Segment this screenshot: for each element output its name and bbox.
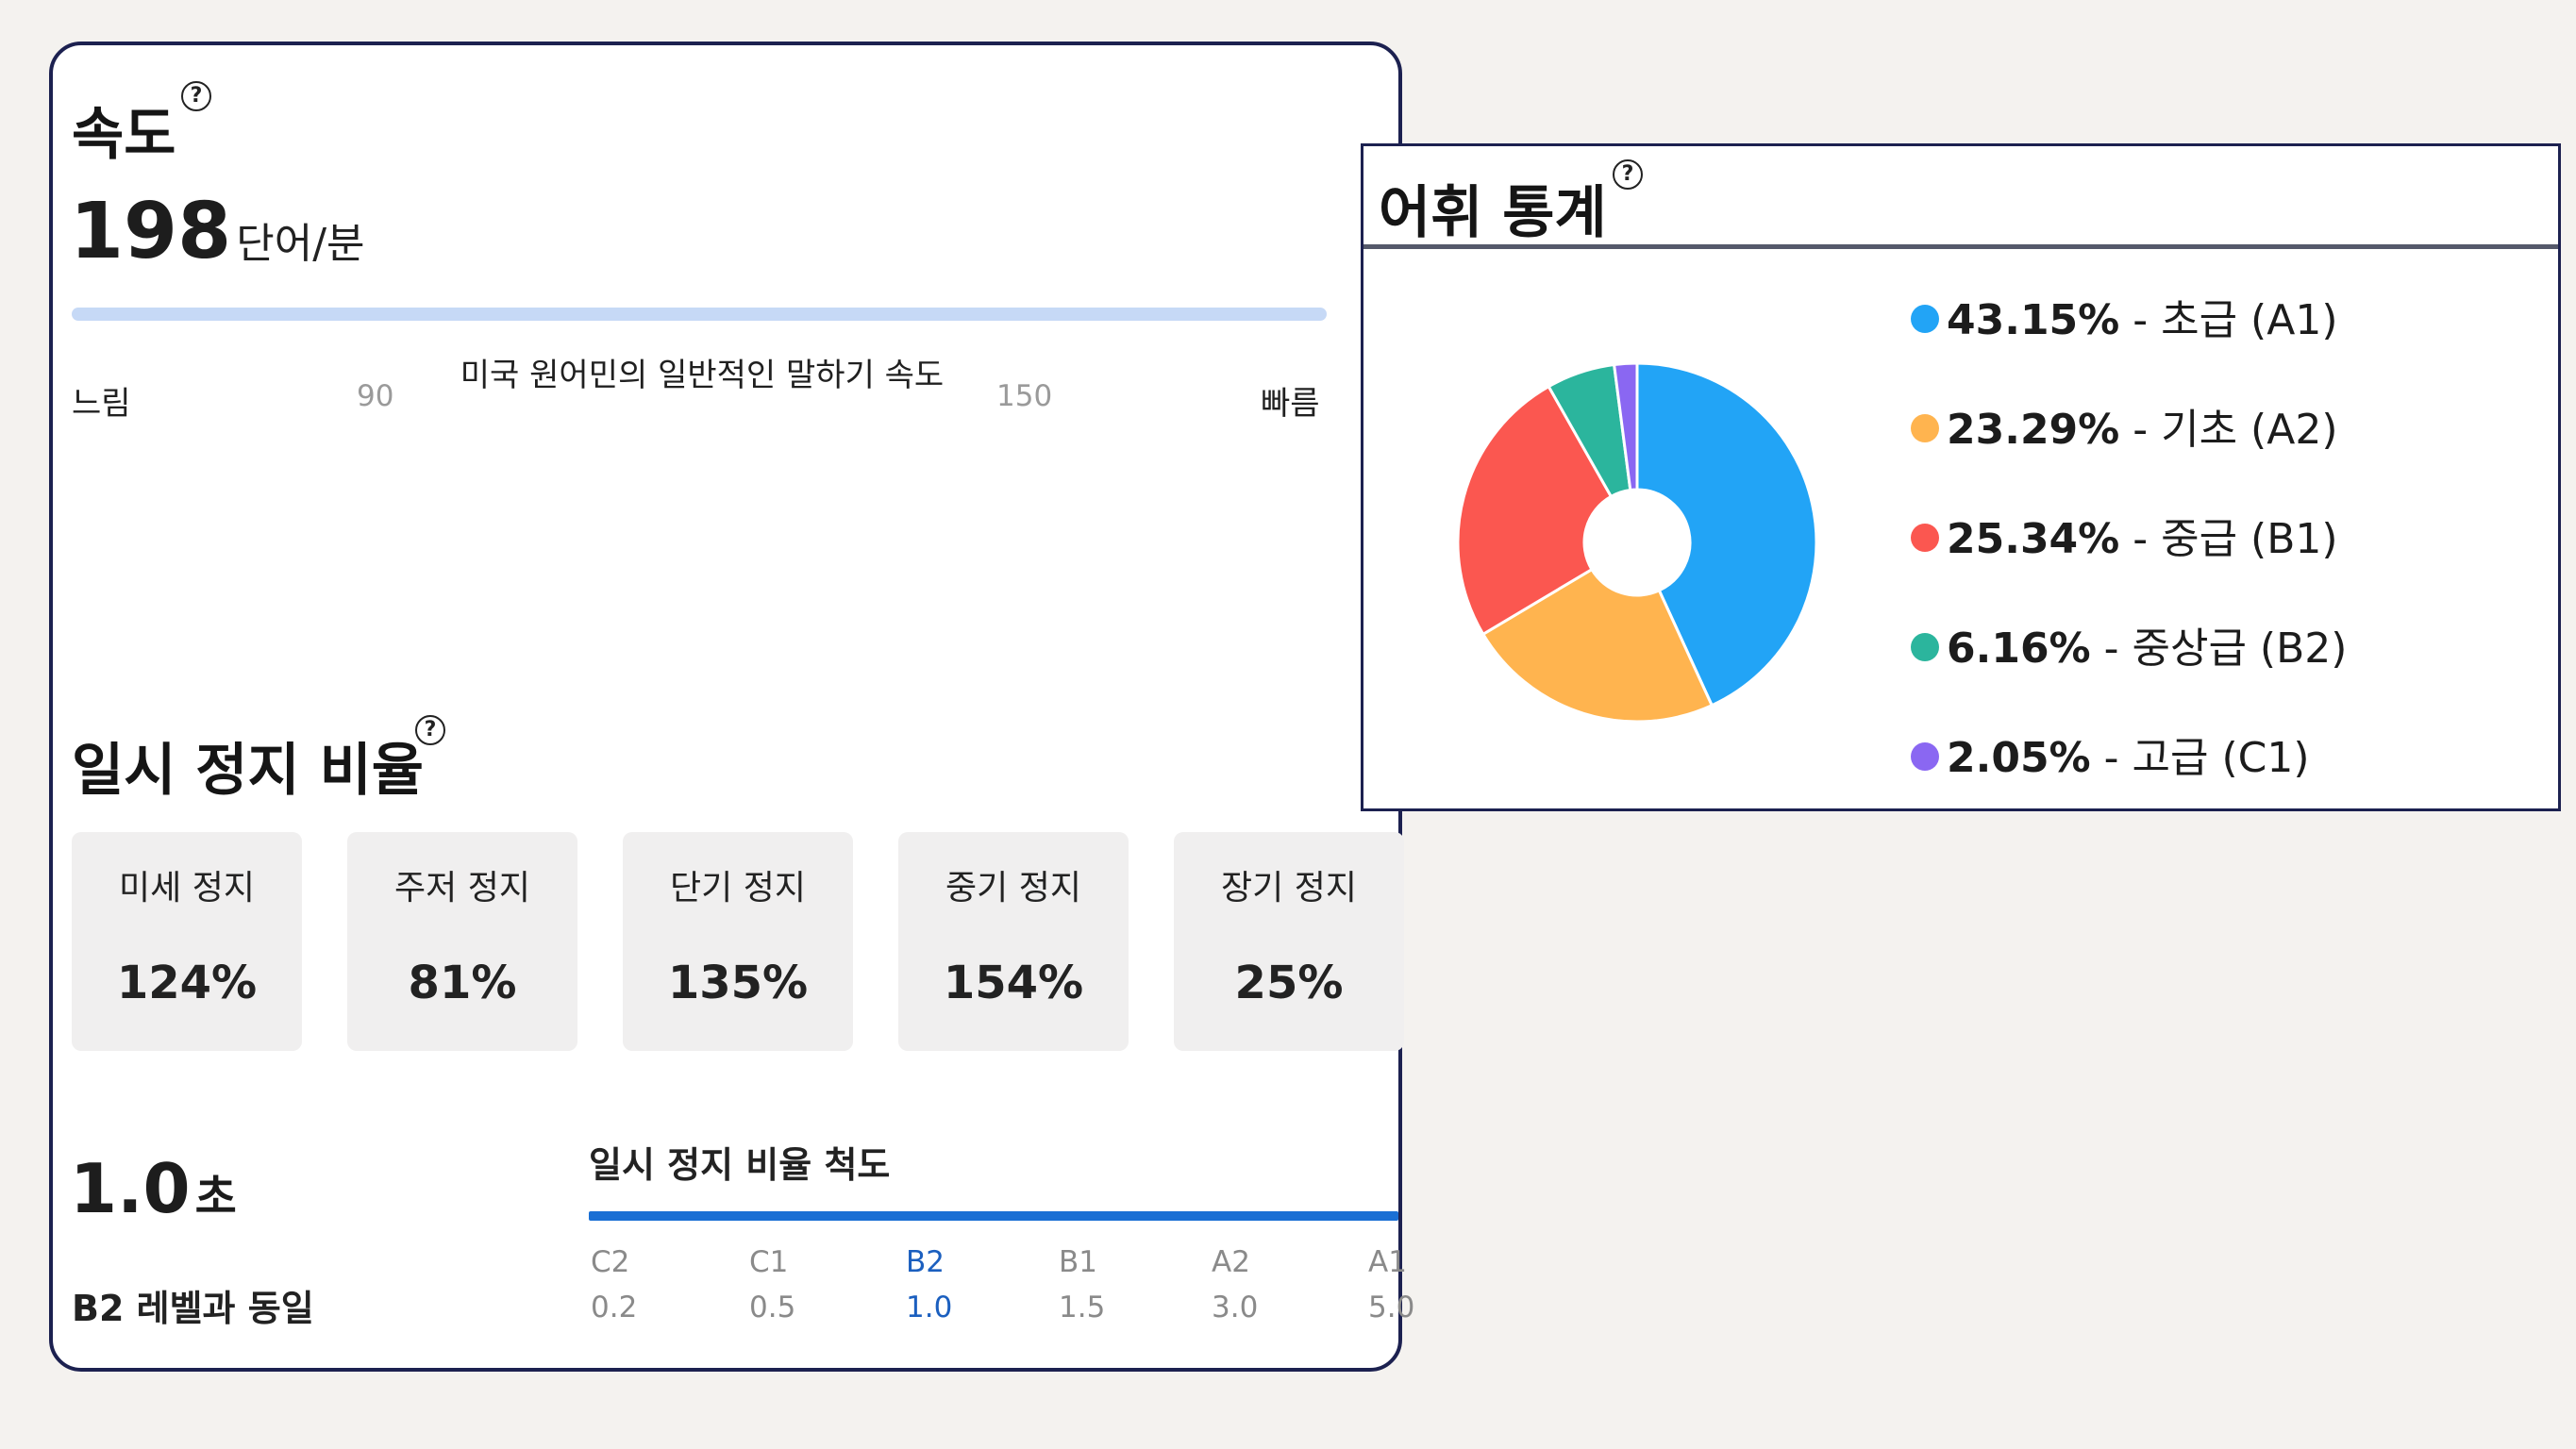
pause-box-value: 135% <box>667 957 809 1009</box>
speed-value: 198 <box>70 187 232 276</box>
legend-percent: 6.16% <box>1947 625 2091 673</box>
legend-dot-icon <box>1911 742 1939 771</box>
scale-level-label: A2 <box>1212 1245 1250 1279</box>
pause-box-short: 단기 정지 135% <box>623 832 853 1051</box>
legend-percent: 23.29% <box>1947 406 2120 454</box>
pie-slice[interactable] <box>1635 361 1818 708</box>
stats-card: 속도 ? 198 단어/분 느림 90 미국 원어민의 일반적인 말하기 속도 … <box>49 42 1414 1372</box>
pause-box-value: 124% <box>116 957 258 1009</box>
pause-seconds-value: 1.0 <box>70 1149 191 1228</box>
pause-box-hesitation: 주저 정지 81% <box>347 832 577 1051</box>
vocab-title: 어휘 통계 <box>1379 180 1607 246</box>
vocab-card: 어휘 통계 ? 43.15% - 초급 (A1) 23.29% - 기초 (A2)… <box>1361 143 2561 811</box>
scale-value-label: 0.5 <box>749 1291 796 1324</box>
legend-dot-icon <box>1911 633 1939 661</box>
legend-level: - 중상급 (B2) <box>2090 625 2348 673</box>
legend-level: - 초급 (A1) <box>2119 296 2338 344</box>
legend-dot-icon <box>1911 414 1939 442</box>
legend-percent: 43.15% <box>1947 296 2120 344</box>
legend-dot-icon <box>1911 524 1939 552</box>
scale-value-label: 1.0 <box>906 1291 953 1324</box>
pause-box-value: 81% <box>408 957 517 1009</box>
pause-box-value: 25% <box>1234 957 1344 1009</box>
legend-item: 23.29% - 기초 (A2) <box>1911 395 2338 456</box>
pause-box-label: 단기 정지 <box>670 869 806 908</box>
pause-scale-bar <box>589 1211 1398 1221</box>
legend-item: 6.16% - 중상급 (B2) <box>1911 614 2347 675</box>
pause-box-label: 중기 정지 <box>945 869 1081 908</box>
legend-percent: 25.34% <box>1947 515 2120 563</box>
speed-help-icon[interactable]: ? <box>181 81 211 111</box>
scale-level-label: B2 <box>906 1245 945 1279</box>
pie-slice[interactable] <box>1612 361 1639 492</box>
legend-level: - 중급 (B1) <box>2119 515 2338 563</box>
pause-help-icon[interactable]: ? <box>415 715 445 745</box>
pie-slice[interactable] <box>1480 567 1715 724</box>
fast-label: 빠름 <box>1261 385 1320 423</box>
speed-track <box>72 308 1327 321</box>
scale-title: 일시 정지 비율 척도 <box>589 1144 891 1186</box>
scale-value-label: 5.0 <box>1368 1291 1415 1324</box>
pause-seconds: 1.0 초 <box>70 1149 237 1228</box>
pause-box-long: 장기 정지 25% <box>1174 832 1404 1051</box>
pause-box-label: 주저 정지 <box>394 869 530 908</box>
pause-title: 일시 정지 비율 <box>72 738 424 804</box>
vocab-pie-chart <box>1456 361 1818 724</box>
pause-seconds-unit: 초 <box>194 1171 237 1224</box>
pie-slice[interactable] <box>1456 384 1614 637</box>
tick-low: 90 <box>357 379 394 413</box>
legend-item: 43.15% - 초급 (A1) <box>1911 286 2338 346</box>
pause-box-value: 154% <box>943 957 1084 1009</box>
level-equivalent: B2 레벨과 동일 <box>72 1288 314 1329</box>
scale-value-label: 1.5 <box>1059 1291 1106 1324</box>
scale-level-label: C1 <box>749 1245 789 1279</box>
legend-percent: 2.05% <box>1947 734 2091 782</box>
scale-level-label: C2 <box>591 1245 630 1279</box>
scale-value-label: 3.0 <box>1212 1291 1259 1324</box>
vocab-help-icon[interactable]: ? <box>1613 159 1643 190</box>
legend-dot-icon <box>1911 305 1939 333</box>
tick-high: 150 <box>996 379 1053 413</box>
scale-level-label: A1 <box>1368 1245 1407 1279</box>
pause-box-micro: 미세 정지 124% <box>72 832 302 1051</box>
slow-label: 느림 <box>72 385 131 423</box>
pause-box-label: 미세 정지 <box>119 869 255 908</box>
pause-box-medium: 중기 정지 154% <box>898 832 1129 1051</box>
scale-value-label: 0.2 <box>591 1291 638 1324</box>
legend-level: - 기초 (A2) <box>2119 406 2338 454</box>
speed-readout: 198 단어/분 <box>70 187 365 276</box>
pause-box-label: 장기 정지 <box>1221 869 1357 908</box>
speed-title: 속도 <box>72 102 176 168</box>
native-speed-label: 미국 원어민의 일반적인 말하기 속도 <box>460 357 945 394</box>
legend-level: - 고급 (C1) <box>2090 734 2310 782</box>
scale-level-label: B1 <box>1059 1245 1097 1279</box>
speed-unit: 단어/분 <box>236 220 365 268</box>
legend-item: 25.34% - 중급 (B1) <box>1911 505 2338 565</box>
vocab-header: 어휘 통계 ? <box>1363 146 2558 249</box>
legend-item: 2.05% - 고급 (C1) <box>1911 724 2310 784</box>
